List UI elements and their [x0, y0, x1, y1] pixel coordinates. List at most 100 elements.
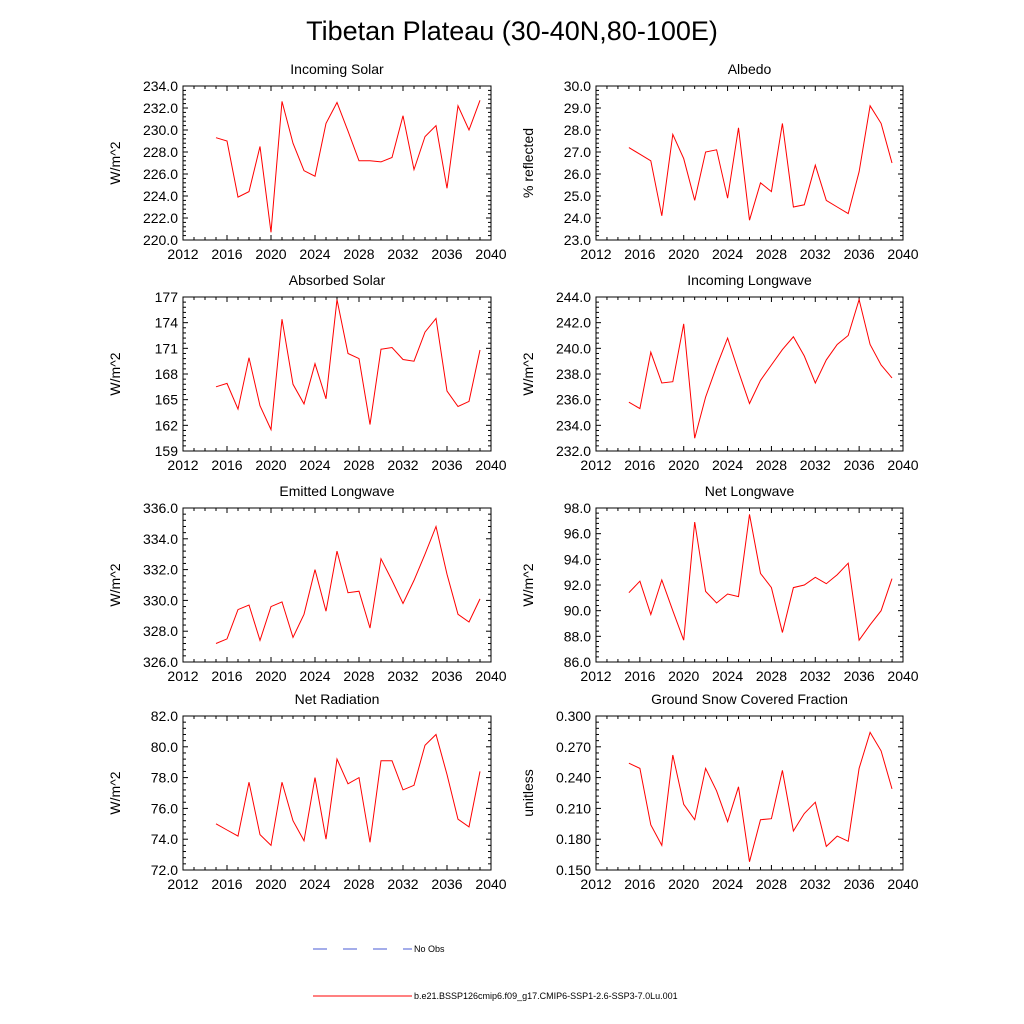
x-tick-label: 2016	[624, 876, 655, 892]
chart-panel-8: Ground Snow Covered Fraction unitless 2012…	[520, 691, 919, 892]
y-tick-label: 29.0	[564, 100, 591, 116]
y-tick-label: 222.0	[143, 210, 178, 226]
x-tick-label: 2016	[624, 246, 655, 262]
y-tick-label: 224.0	[143, 188, 178, 204]
x-tick-label: 2020	[255, 457, 286, 473]
y-tick-label: 74.0	[151, 831, 178, 847]
y-axis-label: W/m^2	[107, 352, 123, 395]
y-tick-label: 228.0	[143, 144, 178, 160]
y-tick-label: 332.0	[143, 562, 178, 578]
x-tick-label: 2012	[167, 668, 198, 684]
x-tick-label: 2040	[887, 457, 918, 473]
x-tick-label: 2040	[475, 457, 506, 473]
y-tick-label: 0.240	[556, 770, 591, 786]
x-tick-label: 2040	[475, 668, 506, 684]
x-tick-label: 2012	[167, 876, 198, 892]
y-tick-label: 0.210	[556, 800, 591, 816]
y-tick-label: 94.0	[564, 551, 591, 567]
x-tick-label: 2012	[580, 246, 611, 262]
y-tick-label: 174	[155, 315, 179, 331]
y-tick-label: 238.0	[556, 366, 591, 382]
x-tick-label: 2036	[844, 876, 875, 892]
x-tick-label: 2032	[800, 876, 831, 892]
y-tick-label: 244.0	[556, 289, 591, 305]
x-tick-label: 2012	[580, 457, 611, 473]
chart-title: Ground Snow Covered Fraction	[651, 691, 848, 707]
plot-frame	[595, 507, 904, 663]
x-tick-label: 2028	[756, 876, 787, 892]
y-axis-label: W/m^2	[107, 563, 123, 606]
y-tick-label: 168	[155, 366, 179, 382]
y-tick-label: 234.0	[556, 417, 591, 433]
series-line	[215, 299, 481, 432]
x-tick-label: 2024	[299, 246, 330, 262]
y-tick-label: 236.0	[556, 392, 591, 408]
chart-title: Net Longwave	[705, 483, 795, 499]
x-tick-label: 2036	[844, 457, 875, 473]
x-tick-label: 2024	[299, 668, 330, 684]
x-tick-label: 2032	[387, 876, 418, 892]
y-tick-label: 326.0	[143, 654, 178, 670]
y-tick-label: 234.0	[143, 78, 178, 94]
y-tick-label: 96.0	[564, 526, 591, 542]
x-tick-label: 2028	[343, 457, 374, 473]
y-tick-label: 177	[155, 289, 179, 305]
y-tick-label: 232.0	[143, 100, 178, 116]
y-axis-label: unitless	[520, 769, 536, 816]
x-tick-label: 2020	[255, 668, 286, 684]
legend-label-model: b.e21.BSSP126cmip6.f09_g17.CMIP6-SSP1-2.…	[414, 991, 678, 1001]
series-line	[215, 524, 481, 644]
y-tick-label: 0.150	[556, 862, 591, 878]
y-tick-label: 28.0	[564, 122, 591, 138]
x-tick-label: 2020	[255, 246, 286, 262]
x-tick-label: 2016	[211, 457, 242, 473]
chart-panel-6: Net Longwave W/m^2 2012 2016 2020 2024 2028 203…	[520, 483, 919, 684]
y-axis-label: W/m^2	[107, 771, 123, 814]
y-axis-label: W/m^2	[520, 352, 536, 395]
x-tick-label: 2016	[624, 457, 655, 473]
series-line	[628, 297, 893, 439]
x-tick-label: 2032	[800, 246, 831, 262]
figure-title: Tibetan Plateau (30-40N,80-100E)	[306, 16, 718, 46]
chart-panel-4: Incoming Longwave W/m^2 2012 2016 2020 2024 20…	[520, 272, 919, 473]
y-axis-label: W/m^2	[520, 563, 536, 606]
x-tick-label: 2028	[343, 668, 374, 684]
y-axis-label: % reflected	[520, 128, 536, 198]
series-line	[628, 514, 893, 642]
y-tick-label: 25.0	[564, 188, 591, 204]
y-tick-label: 24.0	[564, 210, 591, 226]
x-tick-label: 2024	[712, 876, 743, 892]
chart-title: Emitted Longwave	[279, 483, 394, 499]
series-line	[628, 104, 893, 221]
y-tick-label: 162	[155, 417, 179, 433]
chart-panel-2: Albedo % reflected 2012 2016 2020 2024 2028 203…	[520, 61, 919, 262]
y-tick-label: 226.0	[143, 166, 178, 182]
x-tick-label: 2016	[211, 876, 242, 892]
x-tick-label: 2020	[668, 876, 699, 892]
x-tick-label: 2024	[299, 457, 330, 473]
x-tick-label: 2024	[299, 876, 330, 892]
x-tick-label: 2028	[756, 246, 787, 262]
chart-title: Absorbed Solar	[289, 272, 386, 288]
x-tick-label: 2036	[431, 246, 462, 262]
x-tick-label: 2024	[712, 668, 743, 684]
y-tick-label: 165	[155, 392, 179, 408]
chart-title: Incoming Longwave	[687, 272, 812, 288]
y-tick-label: 330.0	[143, 592, 178, 608]
y-axis-label: W/m^2	[107, 141, 123, 184]
x-tick-label: 2032	[800, 457, 831, 473]
y-tick-label: 90.0	[564, 603, 591, 619]
plot-frame	[182, 507, 492, 663]
x-tick-label: 2016	[624, 668, 655, 684]
chart-title: Albedo	[728, 61, 772, 77]
x-tick-label: 2032	[800, 668, 831, 684]
chart-panel-7: Net Radiation W/m^2 2012 2016 2020 2024 2028 20…	[107, 691, 507, 892]
legend: No Obs b.e21.BSSP126cmip6.f09_g17.CMIP6-…	[313, 944, 678, 1001]
series-line	[215, 733, 481, 847]
plot-frame	[182, 85, 492, 241]
y-tick-label: 86.0	[564, 654, 591, 670]
x-tick-label: 2028	[756, 457, 787, 473]
y-tick-label: 76.0	[151, 800, 178, 816]
x-tick-label: 2036	[844, 246, 875, 262]
